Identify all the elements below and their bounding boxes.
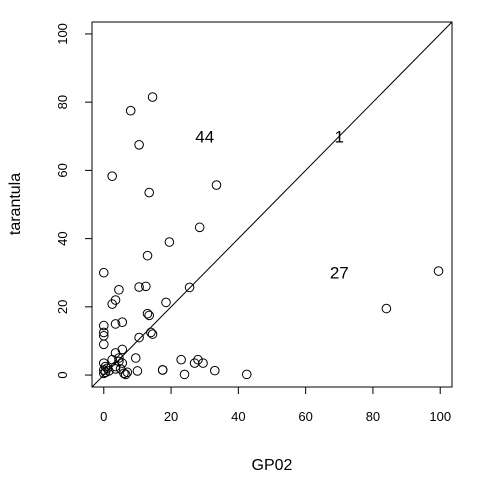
data-point [176,354,186,365]
y-tick-label: 40 [55,231,70,245]
data-point [184,282,195,293]
data-point [146,327,156,338]
data-point [114,284,124,295]
data-point [130,353,141,363]
data-point [122,367,133,378]
x-tick-label: 0 [100,409,107,424]
data-point [144,187,154,198]
data-point [147,92,158,102]
data-point [193,354,203,365]
data-point [241,369,252,380]
data-point [114,353,124,363]
annotation-label: 44 [195,127,214,146]
data-point [98,339,109,350]
data-point [110,319,121,329]
data-point [381,303,392,314]
data-point [134,140,144,150]
data-point [134,282,144,292]
data-point [141,281,151,292]
x-tick-label: 20 [164,409,178,424]
data-point [210,365,220,376]
data-point [194,222,205,233]
x-tick-label: 100 [429,409,451,424]
y-tick-label: 60 [55,163,70,177]
annotation-label: 1 [335,127,344,146]
x-axis-title: GP02 [252,457,293,474]
y-axis: 0 20 40 60 80 100 [55,23,93,379]
x-axis: 0 20 40 60 80 100 [100,386,451,424]
data-point [100,367,111,378]
data-point [132,366,143,376]
data-point [107,299,117,309]
reference-diagonal-line [91,21,453,388]
annotation-label: 27 [330,264,349,283]
data-point [120,369,131,380]
data-point [98,327,109,338]
data-point [198,358,208,368]
data-point [157,365,168,375]
y-axis-title: tarantula [7,173,24,235]
data-point [164,237,175,247]
data-point [107,171,117,181]
data-point [433,266,444,276]
x-tick-label: 60 [298,409,312,424]
data-point [110,361,121,372]
x-tick-label: 40 [231,409,245,424]
data-point [125,105,136,116]
annotations-layer: 44 1 27 [195,127,349,282]
data-point [211,180,222,190]
data-point [117,344,128,355]
data-point [144,310,154,321]
data-point [147,329,158,339]
y-tick-label: 20 [55,300,70,314]
data-point [161,297,171,308]
data-point [98,368,109,379]
data-point [98,365,109,375]
data-point [98,320,109,331]
data-point [134,332,144,343]
data-point [110,364,121,374]
data-point [117,317,128,327]
y-tick-label: 80 [55,95,70,109]
data-point [142,250,153,261]
y-tick-label: 100 [55,23,70,45]
data-point [98,267,109,278]
data-point [142,308,153,319]
y-tick-label: 0 [55,371,70,378]
points-layer [98,92,444,380]
data-point [179,369,190,380]
x-tick-label: 80 [366,409,380,424]
